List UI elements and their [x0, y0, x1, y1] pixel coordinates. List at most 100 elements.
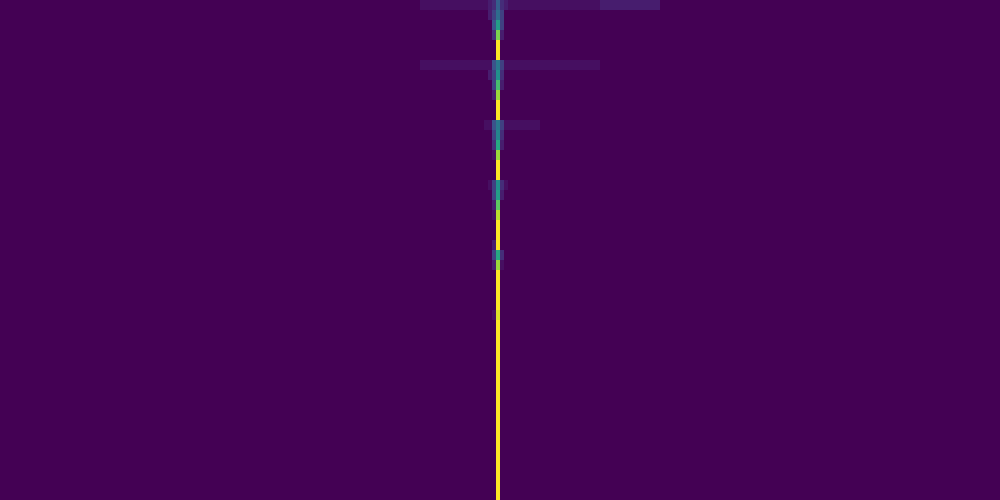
heat-cell [660, 400, 1000, 410]
heat-cell [500, 430, 504, 440]
heat-cell [496, 230, 500, 240]
heat-cell [480, 30, 484, 40]
heat-cell [440, 480, 460, 490]
cells [0, 0, 1000, 500]
heat-cell [484, 470, 488, 480]
heat-cell [512, 290, 520, 300]
heat-cell [492, 410, 496, 420]
heat-cell [420, 130, 440, 140]
heat-cell [560, 290, 600, 300]
heat-cell [520, 170, 540, 180]
heat-cell [540, 390, 560, 400]
heat-cell [420, 160, 440, 170]
heat-cell [460, 160, 472, 170]
heat-cell [520, 150, 540, 160]
heat-cell [504, 170, 508, 180]
heat-cell [484, 480, 488, 490]
heat-cell [500, 260, 504, 270]
heat-cell [492, 420, 496, 430]
heat-cell [0, 140, 420, 150]
heat-cell [488, 90, 492, 100]
heat-cell [492, 210, 496, 220]
heat-cell [560, 210, 600, 220]
heat-cell [492, 250, 496, 260]
heat-cell [420, 430, 440, 440]
heat-cell [600, 260, 660, 270]
heat-cell [420, 20, 440, 30]
heat-cell [512, 150, 520, 160]
heat-cell [508, 10, 512, 20]
heat-cell [488, 20, 492, 30]
heat-cell [600, 320, 660, 330]
heat-cell [496, 270, 500, 280]
heat-cell [488, 30, 492, 40]
heat-cell [460, 260, 472, 270]
heat-cell [472, 70, 480, 80]
heat-cell [600, 240, 660, 250]
heat-cell [420, 140, 440, 150]
heat-cell [600, 400, 660, 410]
heat-cell [508, 90, 512, 100]
heat-cell [500, 220, 504, 230]
heat-cell [488, 110, 492, 120]
heat-cell [540, 310, 560, 320]
heat-cell [420, 100, 440, 110]
heat-cell [512, 100, 520, 110]
heat-cell [0, 310, 420, 320]
heat-cell [508, 280, 512, 290]
heat-cell [520, 260, 540, 270]
heat-cell [496, 160, 500, 170]
heat-cell [484, 110, 488, 120]
heat-cell [500, 140, 504, 150]
heat-cell [440, 380, 460, 390]
heat-cell [472, 320, 480, 330]
heat-cell [460, 230, 472, 240]
heat-cell [472, 490, 480, 500]
heat-cell [420, 280, 440, 290]
heat-cell [460, 200, 472, 210]
heat-cell [472, 430, 480, 440]
heat-cell [488, 270, 492, 280]
heat-cell [560, 10, 600, 20]
heat-cell [440, 30, 460, 40]
heat-cell [660, 280, 1000, 290]
heat-cell [420, 80, 440, 90]
heat-cell [500, 50, 504, 60]
heat-cell [512, 480, 520, 490]
heat-cell [512, 280, 520, 290]
heat-cell [496, 490, 500, 500]
heat-cell [460, 300, 472, 310]
heat-cell [440, 190, 460, 200]
heat-cell [440, 360, 460, 370]
heat-cell [488, 100, 492, 110]
heat-cell [504, 50, 508, 60]
heat-cell [660, 80, 1000, 90]
heat-cell [480, 340, 484, 350]
heat-cell [540, 80, 560, 90]
heat-cell [480, 420, 484, 430]
heat-cell [504, 310, 508, 320]
heat-cell [488, 70, 492, 80]
heat-cell [512, 0, 520, 10]
heat-cell [600, 140, 660, 150]
heat-cell [492, 270, 496, 280]
heat-cell [560, 270, 600, 280]
heat-cell [440, 460, 460, 470]
heat-cell [496, 320, 500, 330]
heat-cell [488, 180, 492, 190]
heat-cell [480, 380, 484, 390]
heat-cell [440, 90, 460, 100]
heat-cell [440, 130, 460, 140]
heat-cell [540, 0, 560, 10]
heat-cell [520, 320, 540, 330]
heat-cell [560, 400, 600, 410]
heat-cell [480, 160, 484, 170]
heat-cell [472, 120, 480, 130]
heat-cell [460, 370, 472, 380]
heat-cell [660, 350, 1000, 360]
heat-cell [600, 220, 660, 230]
heat-cell [420, 230, 440, 240]
heat-cell [488, 130, 492, 140]
heat-cell [540, 300, 560, 310]
heat-cell [520, 0, 540, 10]
